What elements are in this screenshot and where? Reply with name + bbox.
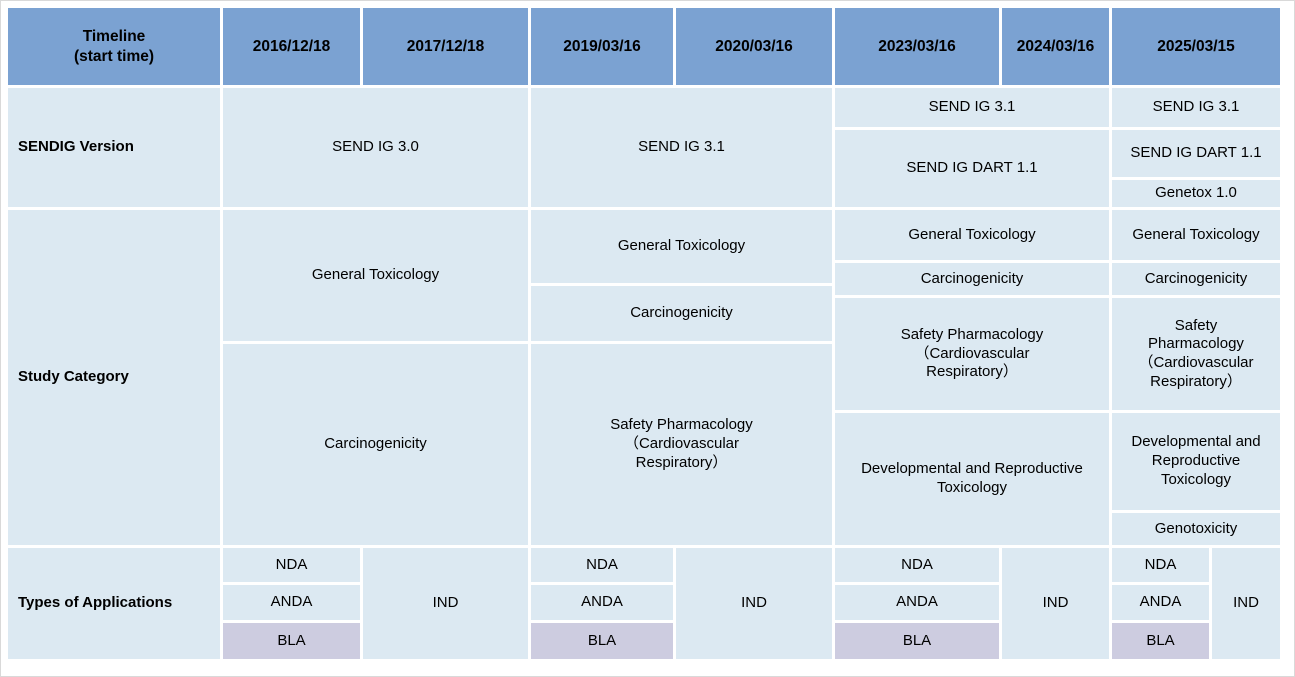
header-date-2016-12-18: 2016/12/18 bbox=[223, 8, 360, 85]
header-date-2020-03-16: 2020/03/16 bbox=[676, 8, 832, 85]
apps-cell-2016-nda: NDA bbox=[223, 548, 360, 582]
apps-cell-2019-nda: NDA bbox=[531, 548, 673, 582]
row-label-types-of-applications: Types of Applications bbox=[8, 548, 220, 659]
version-cell-2025-genetox: Genetox 1.0 bbox=[1112, 180, 1280, 207]
study-cell-2023-2024-carcinogenicity: Carcinogenicity bbox=[835, 263, 1109, 295]
header-date-2023-03-16: 2023/03/16 bbox=[835, 8, 999, 85]
apps-cell-2017-ind: IND bbox=[363, 548, 528, 659]
study-cell-2025-general-toxicology: General Toxicology bbox=[1112, 210, 1280, 260]
apps-cell-2025-anda: ANDA bbox=[1112, 585, 1209, 620]
header-date-2024-03-16: 2024/03/16 bbox=[1002, 8, 1109, 85]
study-cell-2019-2020-safety-pharmacology: Safety Pharmacology （Cardiovascular Resp… bbox=[531, 344, 832, 545]
apps-cell-2023-nda: NDA bbox=[835, 548, 999, 582]
row-label-study-category: Study Category bbox=[8, 210, 220, 545]
study-cell-2023-2024-safety-pharmacology: Safety Pharmacology （Cardiovascular Resp… bbox=[835, 298, 1109, 410]
apps-cell-2025-bla: BLA bbox=[1112, 623, 1209, 659]
header-timeline: Timeline (start time) bbox=[8, 8, 220, 85]
study-cell-2016-2017-carcinogenicity: Carcinogenicity bbox=[223, 344, 528, 545]
version-cell-2023-2024-dart: SEND IG DART 1.1 bbox=[835, 130, 1109, 207]
header-date-2019-03-16: 2019/03/16 bbox=[531, 8, 673, 85]
study-cell-2023-2024-dart: Developmental and Reproductive Toxicolog… bbox=[835, 413, 1109, 545]
version-cell-2019-2020: SEND IG 3.1 bbox=[531, 88, 832, 207]
apps-cell-2023-anda: ANDA bbox=[835, 585, 999, 620]
apps-cell-2025-ind: IND bbox=[1212, 548, 1280, 659]
row-label-sendig-version: SENDIG Version bbox=[8, 88, 220, 207]
apps-cell-2016-anda: ANDA bbox=[223, 585, 360, 620]
header-date-2017-12-18: 2017/12/18 bbox=[363, 8, 528, 85]
apps-cell-2023-bla: BLA bbox=[835, 623, 999, 659]
apps-cell-2025-nda: NDA bbox=[1112, 548, 1209, 582]
header-date-2025-03-15: 2025/03/15 bbox=[1112, 8, 1280, 85]
apps-cell-2020-ind: IND bbox=[676, 548, 832, 659]
apps-cell-2024-ind: IND bbox=[1002, 548, 1109, 659]
send-timeline-table: Timeline (start time) 2016/12/18 2017/12… bbox=[8, 8, 1280, 659]
study-cell-2019-2020-general-toxicology: General Toxicology bbox=[531, 210, 832, 283]
apps-cell-2016-bla: BLA bbox=[223, 623, 360, 659]
study-cell-2025-dart: Developmental and Reproductive Toxicolog… bbox=[1112, 413, 1280, 510]
study-cell-2023-2024-general-toxicology: General Toxicology bbox=[835, 210, 1109, 260]
study-cell-2025-safety-pharmacology: Safety Pharmacology （Cardiovascular Resp… bbox=[1112, 298, 1280, 410]
version-cell-2025-dart: SEND IG DART 1.1 bbox=[1112, 130, 1280, 177]
study-cell-2025-genotoxicity: Genotoxicity bbox=[1112, 513, 1280, 545]
apps-cell-2019-anda: ANDA bbox=[531, 585, 673, 620]
apps-cell-2019-bla: BLA bbox=[531, 623, 673, 659]
version-cell-2023-2024-sendig31: SEND IG 3.1 bbox=[835, 88, 1109, 127]
version-cell-2025-sendig31: SEND IG 3.1 bbox=[1112, 88, 1280, 127]
study-cell-2025-carcinogenicity: Carcinogenicity bbox=[1112, 263, 1280, 295]
study-cell-2016-2017-general-toxicology: General Toxicology bbox=[223, 210, 528, 341]
study-cell-2019-2020-carcinogenicity: Carcinogenicity bbox=[531, 286, 832, 341]
version-cell-2016-2017: SEND IG 3.0 bbox=[223, 88, 528, 207]
